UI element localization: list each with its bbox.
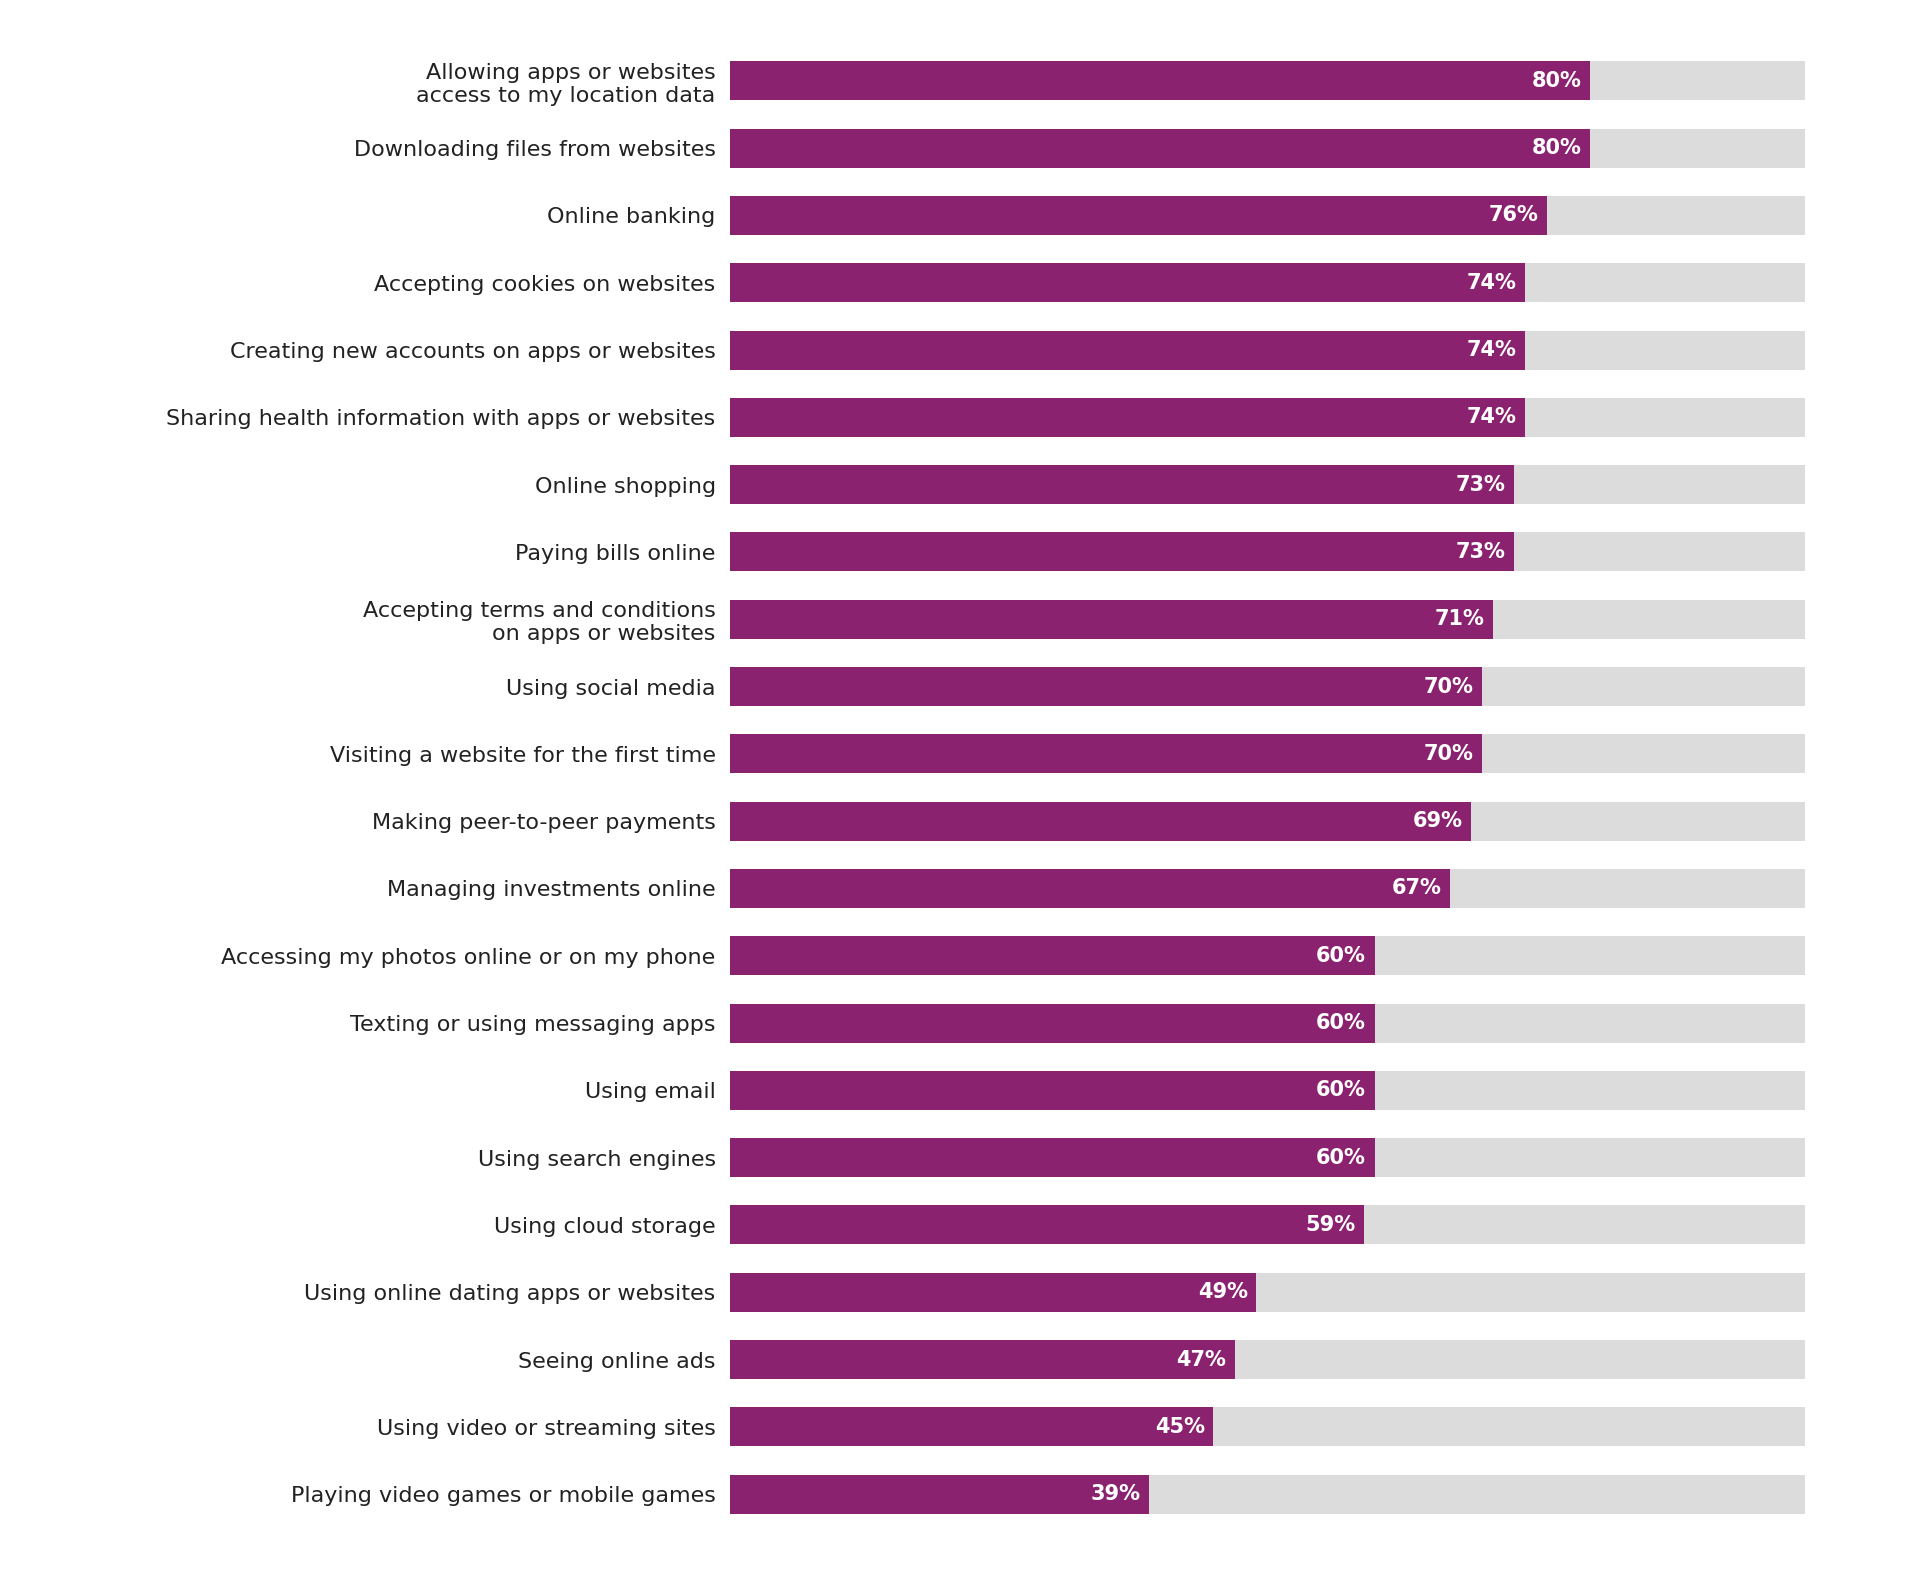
Bar — [730, 802, 1805, 841]
Bar — [730, 1273, 1805, 1312]
Bar — [730, 195, 1548, 235]
Bar — [730, 61, 1590, 101]
Bar — [730, 1340, 1805, 1380]
Bar — [730, 465, 1515, 504]
Bar — [730, 1003, 1805, 1043]
Bar — [730, 331, 1524, 370]
Text: 39%: 39% — [1091, 1484, 1140, 1504]
Bar — [730, 398, 1524, 436]
Bar — [730, 1139, 1375, 1177]
Bar — [730, 1071, 1375, 1110]
Text: 60%: 60% — [1317, 1148, 1367, 1167]
Text: 73%: 73% — [1455, 474, 1505, 495]
Bar — [730, 936, 1805, 975]
Bar — [730, 263, 1805, 302]
Text: 60%: 60% — [1317, 945, 1367, 965]
Bar — [730, 1205, 1805, 1244]
Bar — [730, 129, 1590, 167]
Text: 67%: 67% — [1392, 879, 1442, 898]
Bar — [730, 398, 1805, 436]
Bar — [730, 1139, 1805, 1177]
Bar — [730, 331, 1805, 370]
Bar — [730, 532, 1515, 572]
Text: 47%: 47% — [1177, 1350, 1227, 1370]
Bar — [730, 869, 1450, 907]
Bar — [730, 1003, 1375, 1043]
Bar — [730, 802, 1471, 841]
Bar — [730, 1071, 1805, 1110]
Bar — [730, 1205, 1363, 1244]
Text: 59%: 59% — [1306, 1214, 1356, 1235]
Text: 74%: 74% — [1467, 340, 1517, 361]
Text: 71%: 71% — [1434, 610, 1484, 630]
Bar — [730, 600, 1805, 639]
Bar — [730, 734, 1482, 773]
Bar — [730, 1273, 1256, 1312]
Bar — [730, 61, 1805, 101]
Bar — [730, 195, 1805, 235]
Bar — [730, 1408, 1213, 1446]
Bar — [730, 1408, 1805, 1446]
Text: 76%: 76% — [1488, 205, 1538, 225]
Text: 45%: 45% — [1154, 1418, 1206, 1436]
Bar — [730, 869, 1805, 907]
Bar — [730, 129, 1805, 167]
Bar — [730, 936, 1375, 975]
Text: 60%: 60% — [1317, 1080, 1367, 1101]
Bar — [730, 668, 1805, 706]
Text: 69%: 69% — [1413, 811, 1463, 832]
Bar — [730, 1474, 1148, 1514]
Text: 74%: 74% — [1467, 272, 1517, 293]
Bar — [730, 263, 1524, 302]
Text: 73%: 73% — [1455, 542, 1505, 562]
Bar — [730, 668, 1482, 706]
Text: 70%: 70% — [1425, 743, 1475, 764]
Bar — [730, 532, 1805, 572]
Text: 70%: 70% — [1425, 677, 1475, 696]
Text: 49%: 49% — [1198, 1282, 1248, 1303]
Bar — [730, 465, 1805, 504]
Text: 74%: 74% — [1467, 408, 1517, 427]
Bar — [730, 734, 1805, 773]
Text: 60%: 60% — [1317, 1013, 1367, 1033]
Text: 80%: 80% — [1532, 71, 1582, 91]
Bar — [730, 1474, 1805, 1514]
Text: 80%: 80% — [1532, 139, 1582, 158]
Bar — [730, 1340, 1235, 1380]
Bar — [730, 600, 1494, 639]
